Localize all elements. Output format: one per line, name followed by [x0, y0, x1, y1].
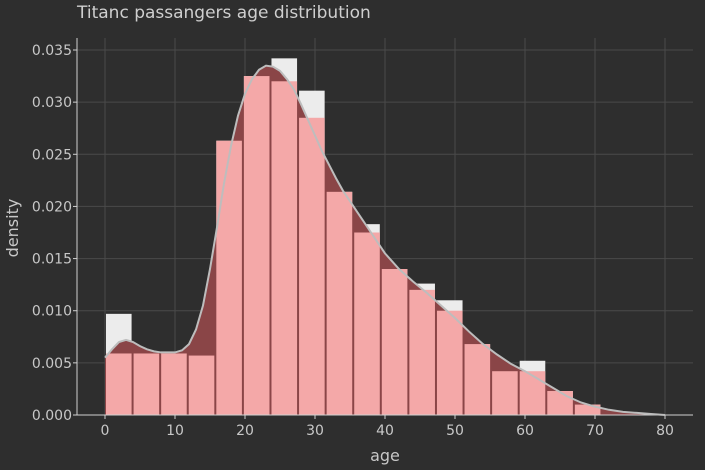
y-tick-label: 0.010	[32, 304, 72, 320]
density-bar	[106, 353, 132, 415]
chart-title: Titanc passangers age distribution	[76, 3, 371, 23]
density-bar	[547, 391, 573, 415]
density-bar	[409, 289, 435, 415]
x-tick-label: 80	[656, 423, 674, 439]
density-bar	[243, 76, 270, 416]
density-bar	[133, 353, 160, 415]
x-tick-label: 30	[306, 423, 324, 439]
y-tick-label: 0.000	[32, 408, 72, 424]
density-bar	[492, 371, 518, 415]
density-bar	[161, 353, 187, 415]
density-bar	[436, 310, 463, 415]
y-tick-label: 0.035	[32, 43, 72, 59]
x-tick-label: 20	[236, 423, 254, 439]
y-tick-label: 0.030	[32, 95, 72, 111]
density-bar	[381, 269, 408, 415]
density-bar	[216, 140, 242, 415]
x-tick-label: 10	[166, 423, 184, 439]
y-tick-label: 0.025	[32, 147, 72, 163]
x-tick-label: 50	[446, 423, 464, 439]
density-bar	[574, 404, 601, 415]
y-tick-label: 0.020	[32, 199, 72, 215]
density-bar	[464, 344, 491, 415]
density-bar	[299, 117, 325, 416]
y-tick-label: 0.005	[32, 356, 72, 372]
density-bar	[188, 355, 215, 415]
x-tick-label: 0	[101, 423, 110, 439]
density-bar	[326, 191, 353, 415]
density-bar	[271, 81, 298, 416]
y-tick-label: 0.015	[32, 252, 72, 268]
x-tick-label: 70	[586, 423, 604, 439]
density-bar	[519, 371, 546, 415]
x-axis-label: age	[370, 446, 400, 465]
kde-line	[104, 64, 666, 416]
axes: 0.000 0.005 0.010 0.015 0.020 0.025 0.030 0.035…	[32, 38, 693, 439]
x-tick-label: 40	[376, 423, 394, 439]
x-tick-label: 60	[516, 423, 534, 439]
kde-bars	[106, 76, 601, 416]
y-axis-label: density	[3, 199, 22, 258]
density-bar	[354, 232, 380, 415]
